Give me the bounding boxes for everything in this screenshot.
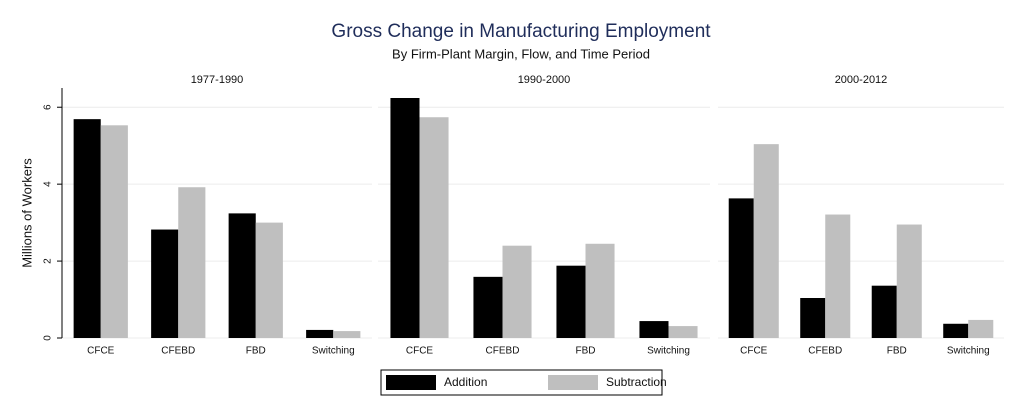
legend-label: Addition — [444, 375, 487, 389]
panel-title: 1990-2000 — [518, 74, 571, 86]
x-tick-label: CFCE — [740, 346, 768, 357]
y-tick-label: 6 — [43, 104, 54, 110]
bar — [943, 323, 969, 338]
bar — [668, 326, 698, 338]
bar — [556, 265, 586, 338]
x-tick-label: Switching — [312, 346, 355, 357]
bar — [728, 198, 754, 338]
bar — [390, 98, 420, 338]
bar — [825, 214, 851, 338]
y-axis-label: Millions of Workers — [19, 158, 34, 268]
bar — [419, 117, 449, 338]
x-tick-label: FBD — [246, 346, 266, 357]
bar — [306, 329, 334, 338]
x-tick-label: CFEBD — [486, 346, 520, 357]
x-tick-label: FBD — [576, 346, 596, 357]
panel-title: 2000-2012 — [835, 74, 888, 86]
bar — [333, 331, 361, 338]
x-tick-label: CFCE — [87, 346, 115, 357]
bar — [228, 213, 256, 338]
x-tick-label: CFEBD — [161, 346, 195, 357]
bar — [968, 319, 994, 338]
bar — [100, 125, 128, 338]
x-tick-label: Switching — [947, 346, 990, 357]
x-tick-label: FBD — [887, 346, 907, 357]
bar — [585, 243, 615, 338]
bar — [502, 245, 532, 338]
x-tick-label: CFEBD — [808, 346, 842, 357]
bar — [473, 276, 503, 338]
x-tick-label: CFCE — [406, 346, 434, 357]
y-tick-label: 4 — [43, 181, 54, 187]
chart-title: Gross Change in Manufacturing Employment — [331, 21, 711, 42]
bar — [871, 285, 897, 338]
bar — [178, 187, 206, 338]
x-tick-label: Switching — [647, 346, 690, 357]
bar — [255, 222, 283, 338]
chart-subtitle: By Firm-Plant Margin, Flow, and Time Per… — [392, 46, 650, 61]
legend-swatch — [548, 375, 598, 390]
y-tick-label: 2 — [43, 258, 54, 264]
bar — [800, 298, 826, 338]
bar — [151, 229, 179, 338]
bar — [639, 321, 669, 338]
legend-label: Subtraction — [606, 375, 667, 389]
legend-swatch — [386, 375, 436, 390]
panel-title: 1977-1990 — [191, 74, 244, 86]
bar — [753, 144, 779, 338]
bar — [73, 119, 101, 339]
y-tick-label: 0 — [43, 335, 54, 341]
bar — [896, 224, 922, 338]
